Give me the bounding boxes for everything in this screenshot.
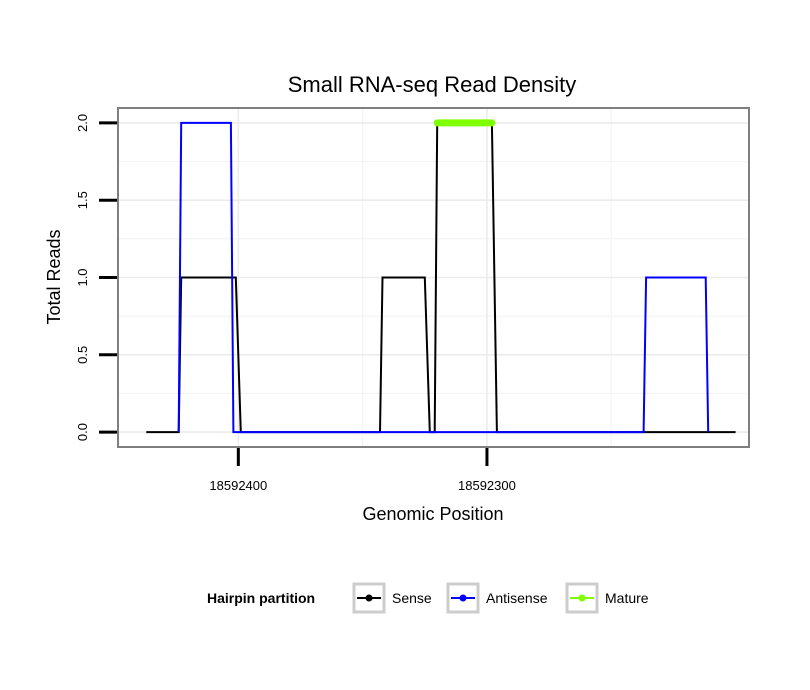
legend-key-point-mature (578, 594, 586, 602)
legend-item-sense: Sense (352, 582, 432, 614)
x-tick-label: 18592300 (458, 478, 516, 493)
series-layer (146, 119, 736, 434)
y-tick-label: 2.0 (75, 114, 90, 132)
legend-item-antisense: Antisense (446, 582, 548, 614)
x-axis-title: Genomic Position (362, 504, 503, 524)
legend-key-point-antisense (459, 594, 467, 602)
legend-item-mature: Mature (565, 582, 649, 614)
series-line-antisense (177, 121, 710, 434)
y-axis: 0.0 0.5 1.0 1.5 2.0 (75, 114, 117, 441)
legend-label-sense: Sense (392, 590, 432, 606)
y-axis-title: Total Reads (44, 229, 64, 324)
y-tick-label: 0.0 (75, 423, 90, 441)
legend: Hairpin partition Sense Antisense Mature (207, 582, 649, 614)
legend-label-antisense: Antisense (486, 590, 548, 606)
x-axis: 18592400 18592300 (209, 448, 516, 493)
legend-title: Hairpin partition (207, 590, 315, 606)
chart-title: Small RNA-seq Read Density (288, 72, 577, 97)
plot-panel-border (117, 107, 750, 448)
y-tick-label: 1.0 (75, 268, 90, 286)
y-tick-label: 0.5 (75, 346, 90, 364)
legend-label-mature: Mature (605, 590, 649, 606)
x-tick-label: 18592400 (209, 478, 267, 493)
y-tick-label: 1.5 (75, 191, 90, 209)
legend-key-point-sense (365, 594, 373, 602)
